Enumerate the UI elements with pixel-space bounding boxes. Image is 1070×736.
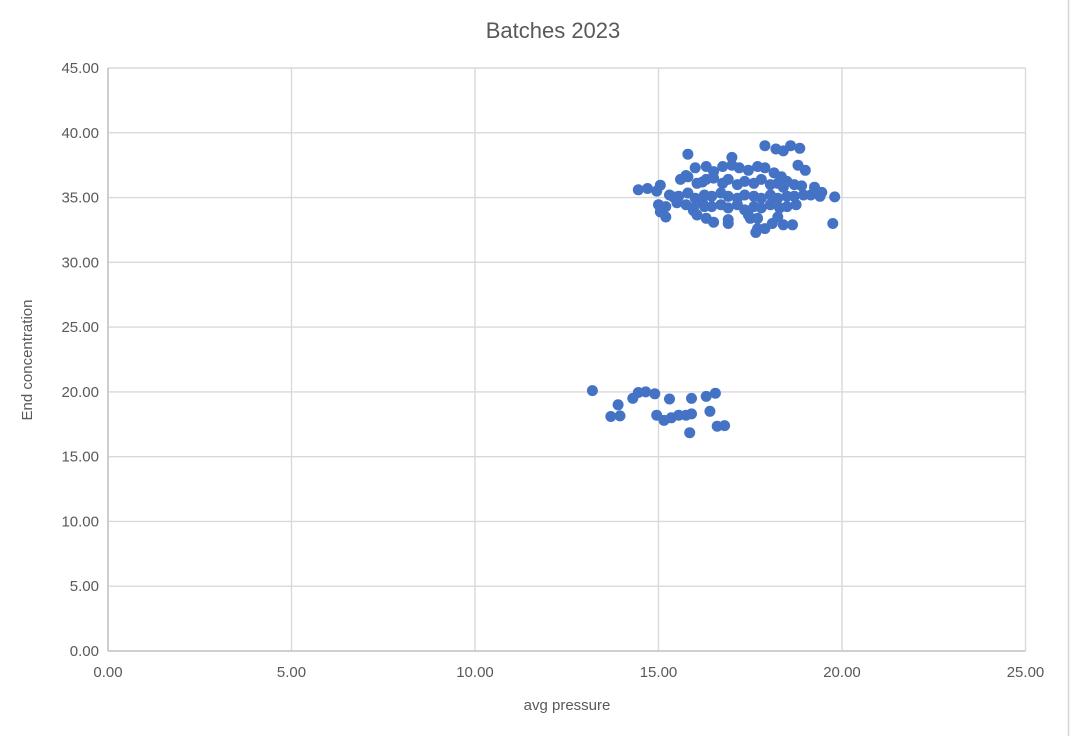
data-point xyxy=(775,171,787,183)
data-point xyxy=(777,181,789,193)
data-point xyxy=(759,223,771,235)
data-point xyxy=(664,393,675,405)
data-point xyxy=(790,199,802,211)
data-point xyxy=(722,202,734,214)
data-point xyxy=(717,161,729,172)
data-point xyxy=(739,189,751,201)
data-point xyxy=(752,212,764,224)
y-tick-label: 0.00 xyxy=(70,643,99,660)
data-point xyxy=(788,190,800,202)
y-tick-label: 40.00 xyxy=(61,125,99,142)
data-point xyxy=(772,192,784,204)
data-point xyxy=(686,392,697,404)
data-point xyxy=(777,219,789,231)
data-point xyxy=(759,140,771,152)
data-point xyxy=(742,164,754,176)
data-point xyxy=(649,388,661,400)
data-point xyxy=(586,385,598,397)
x-tick-label: 10.00 xyxy=(456,664,494,681)
data-point xyxy=(691,209,703,221)
data-point xyxy=(612,399,624,411)
data-point xyxy=(697,176,708,188)
data-point xyxy=(829,191,841,203)
y-tick-label: 20.00 xyxy=(61,384,99,401)
data-point xyxy=(755,202,767,214)
data-point xyxy=(719,420,731,432)
data-point xyxy=(706,190,718,202)
data-point xyxy=(772,211,784,223)
data-point xyxy=(777,145,789,157)
data-point xyxy=(709,387,721,399)
data-point xyxy=(722,173,734,185)
data-point xyxy=(816,186,828,198)
x-tick-label: 5.00 xyxy=(277,664,306,681)
data-point xyxy=(700,390,712,402)
data-point xyxy=(614,410,626,422)
y-axis-title: End concentration xyxy=(19,300,36,421)
gridlines xyxy=(107,67,1027,652)
y-tick-label: 5.00 xyxy=(70,578,99,595)
data-point xyxy=(671,197,683,209)
x-tick-label: 25.00 xyxy=(1007,664,1045,681)
data-point xyxy=(733,162,745,174)
data-point xyxy=(632,184,644,196)
y-tick-label: 10.00 xyxy=(61,513,99,530)
data-point xyxy=(759,162,771,174)
y-tick-label: 15.00 xyxy=(61,449,99,466)
data-point xyxy=(722,190,734,202)
data-point xyxy=(750,227,762,238)
x-tick-label: 15.00 xyxy=(640,664,678,681)
data-point xyxy=(605,411,617,422)
data-point xyxy=(722,218,734,229)
data-point xyxy=(640,386,652,398)
data-point xyxy=(796,180,808,192)
x-tick-label: 0.00 xyxy=(93,664,122,681)
data-point xyxy=(739,175,751,187)
data-point xyxy=(764,199,776,211)
data-point xyxy=(660,211,672,223)
data-point xyxy=(787,219,798,231)
data-point xyxy=(689,162,701,174)
data-point xyxy=(654,179,666,191)
data-point xyxy=(684,427,696,439)
chart-title: Batches 2023 xyxy=(486,18,621,43)
data-point xyxy=(698,201,710,213)
data-points xyxy=(586,140,841,439)
axis-lines xyxy=(107,68,1026,652)
data-point xyxy=(799,164,811,176)
data-point xyxy=(708,172,720,184)
tick-labels: 0.00 5.00 10.00 15.00 20.00 25.00 0.00 5.00 10.0… xyxy=(61,60,1044,681)
data-point xyxy=(781,201,793,213)
data-point xyxy=(827,218,839,229)
data-point xyxy=(755,173,767,185)
data-point xyxy=(755,192,767,204)
y-tick-label: 45.00 xyxy=(61,60,99,77)
data-point xyxy=(708,216,720,228)
data-point xyxy=(726,151,738,163)
y-tick-label: 35.00 xyxy=(61,190,99,207)
data-point xyxy=(682,148,694,160)
data-point xyxy=(704,405,716,417)
x-axis-title: avg pressure xyxy=(524,697,611,714)
y-tick-label: 30.00 xyxy=(61,254,99,271)
data-point xyxy=(794,142,806,154)
x-tick-label: 20.00 xyxy=(823,664,861,681)
data-point xyxy=(642,183,653,194)
y-tick-label: 25.00 xyxy=(61,319,99,336)
data-point xyxy=(686,408,697,420)
data-point xyxy=(680,170,692,181)
